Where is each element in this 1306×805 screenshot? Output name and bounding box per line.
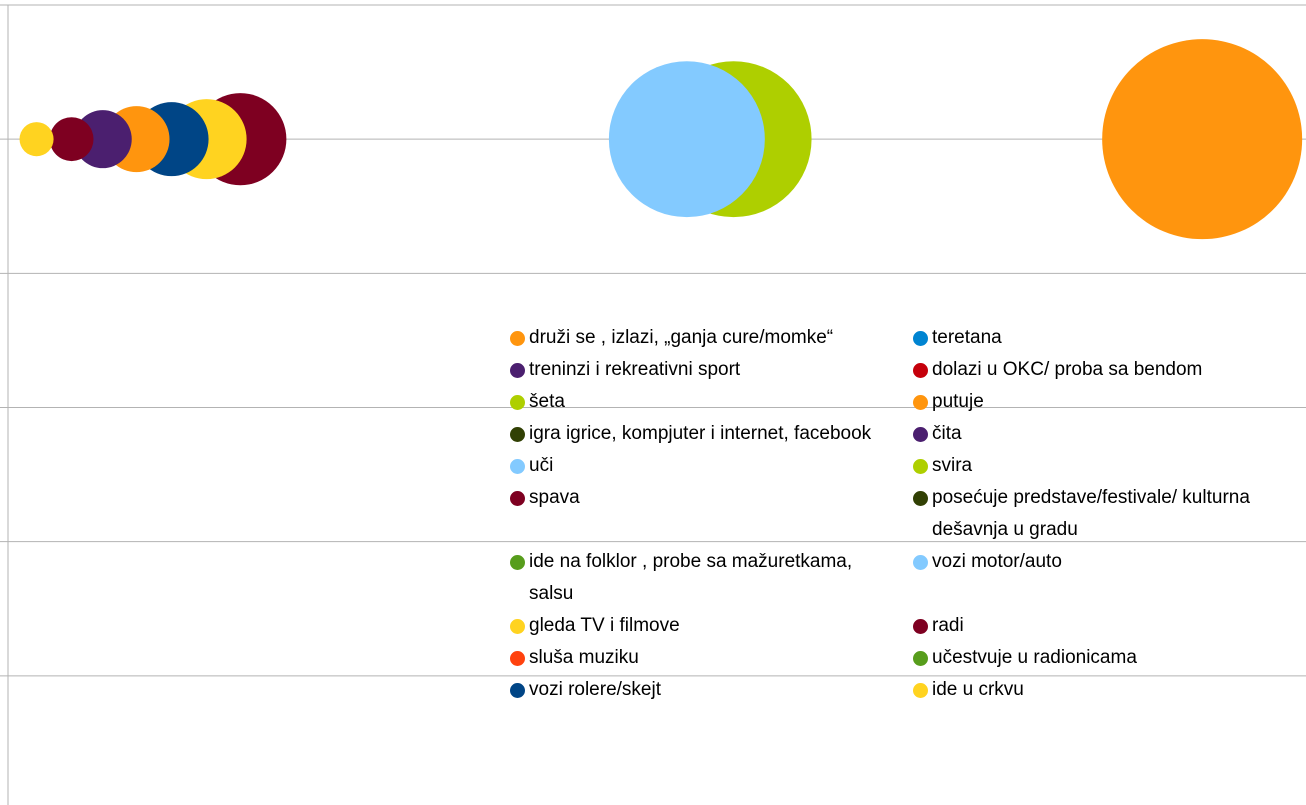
legend-marker (913, 651, 928, 666)
legend-marker (510, 331, 525, 346)
legend-item: ide u crkvu (911, 674, 1306, 706)
legend-marker (510, 363, 525, 378)
legend-label: učestvuje u radionicama (932, 647, 1137, 668)
legend-marker (510, 683, 525, 698)
legend-item: radi (911, 610, 1306, 642)
legend-label: igra igrice, kompjuter i internet, faceb… (529, 423, 872, 444)
legend-item: treninzi i rekreativni sport (508, 354, 911, 386)
legend-label: druži se , izlazi, „ganja cure/momke“ (529, 327, 834, 348)
legend-marker (913, 363, 928, 378)
legend-label: posećuje predstave/festivale/ kulturna d… (932, 487, 1250, 540)
bubble (1102, 39, 1303, 240)
legend-label: šeta (529, 391, 565, 412)
legend-label: dolazi u OKC/ proba sa bendom (932, 359, 1203, 380)
legend-label: ide na folklor , probe sa mažuretkama, s… (529, 551, 853, 604)
legend-item: svira (911, 450, 1306, 482)
legend-marker (913, 555, 928, 570)
legend-item: ide na folklor , probe sa mažuretkama, s… (508, 546, 911, 610)
legend-label: putuje (932, 391, 984, 412)
legend-label: uči (529, 455, 554, 476)
legend-marker (913, 491, 928, 506)
legend-marker (510, 491, 525, 506)
legend-item: šeta (508, 386, 911, 418)
legend-marker (913, 619, 928, 634)
legend-label: spava (529, 487, 580, 508)
legend-marker (913, 395, 928, 410)
legend-item: vozi motor/auto (911, 546, 1306, 610)
legend-label: čita (932, 423, 962, 444)
legend-label: radi (932, 615, 964, 636)
legend-marker (913, 459, 928, 474)
legend-item: putuje (911, 386, 1306, 418)
legend: druži se , izlazi, „ganja cure/momke“ ter… (508, 322, 1306, 706)
legend-item: gleda TV i filmove (508, 610, 911, 642)
legend-label: vozi rolere/skejt (529, 679, 661, 700)
legend-marker (510, 395, 525, 410)
legend-marker (510, 555, 525, 570)
legend-item: sluša muziku (508, 642, 911, 674)
legend-label: sluša muziku (529, 647, 639, 668)
legend-label: treninzi i rekreativni sport (529, 359, 741, 380)
legend-marker (510, 619, 525, 634)
legend-item: druži se , izlazi, „ganja cure/momke“ (508, 322, 911, 354)
bubble (49, 117, 94, 162)
legend-item: igra igrice, kompjuter i internet, faceb… (508, 418, 911, 450)
legend-marker (510, 651, 525, 666)
legend-item: čita (911, 418, 1306, 450)
legend-label: ide u crkvu (932, 679, 1024, 700)
legend-marker (510, 427, 525, 442)
legend-item: spava (508, 482, 911, 546)
legend-item: učestvuje u radionicama (911, 642, 1306, 674)
legend-item: teretana (911, 322, 1306, 354)
legend-label: svira (932, 455, 973, 476)
legend-marker (913, 427, 928, 442)
legend-marker (913, 683, 928, 698)
legend-item: posećuje predstave/festivale/ kulturna d… (911, 482, 1306, 546)
legend-label: vozi motor/auto (932, 551, 1062, 572)
bubble (608, 61, 765, 218)
legend-label: teretana (932, 327, 1002, 348)
legend-marker (510, 459, 525, 474)
legend-label: gleda TV i filmove (529, 615, 680, 636)
legend-item: dolazi u OKC/ proba sa bendom (911, 354, 1306, 386)
bubble (19, 122, 54, 157)
bubble (73, 110, 132, 169)
legend-marker (913, 331, 928, 346)
legend-item: vozi rolere/skejt (508, 674, 911, 706)
legend-item: uči (508, 450, 911, 482)
